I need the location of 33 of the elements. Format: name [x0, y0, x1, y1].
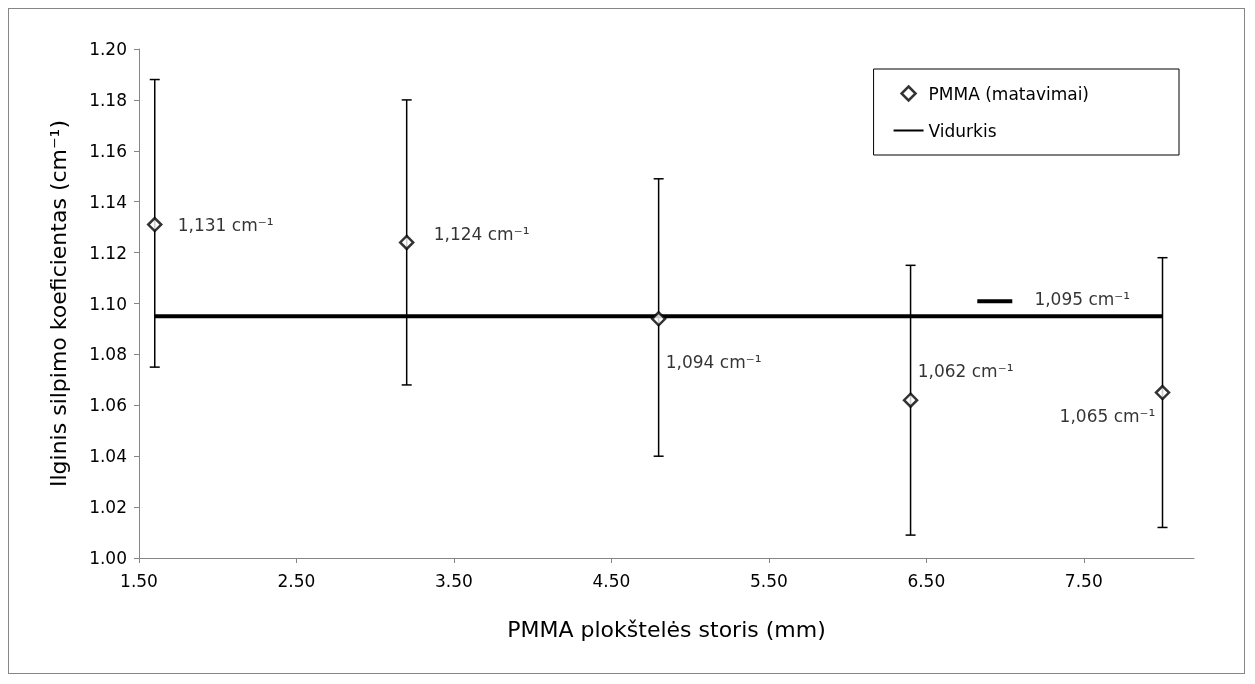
y-tick-label: 1.02	[89, 497, 127, 518]
annotation: 1,062 cm⁻¹	[917, 360, 1014, 381]
y-tick-label: 1.18	[89, 89, 127, 110]
x-tick-label: 7.50	[1064, 570, 1103, 591]
x-tick-label: 1.50	[120, 570, 158, 591]
y-tick-label: 1.10	[89, 293, 127, 314]
annotation: 1,094 cm⁻¹	[665, 352, 762, 373]
y-tick-label: 1.20	[89, 39, 127, 59]
point	[398, 234, 415, 251]
point	[650, 311, 667, 327]
y-tick-label: 1.04	[89, 446, 127, 467]
annotation: 1,124 cm⁻¹	[433, 224, 530, 245]
point	[1154, 384, 1171, 401]
annotation: 1,095 cm⁻¹	[1034, 288, 1131, 309]
point	[902, 392, 919, 408]
annotation: 1,065 cm⁻¹	[1059, 406, 1156, 427]
x-tick-label: 6.50	[907, 570, 946, 591]
y-axis-title: Ilginis silpimo koeficientas (cm⁻¹)	[45, 119, 71, 488]
y-tick-label: 1.14	[89, 191, 127, 212]
y-tick-label: 1.12	[89, 242, 127, 263]
x-tick-label: 2.50	[277, 570, 316, 591]
x-tick-label: 3.50	[435, 570, 473, 591]
y-tick-label: 1.00	[89, 548, 127, 568]
x-axis-title: PMMA plokštelės storis (mm)	[507, 616, 826, 642]
annotation: 1,131 cm⁻¹	[177, 214, 274, 235]
legend-label: PMMA (matavimai)	[928, 83, 1090, 104]
legend-label: Vidurkis	[928, 120, 997, 141]
y-tick-label: 1.16	[89, 140, 127, 161]
point	[147, 216, 163, 233]
y-tick-label: 1.08	[89, 344, 127, 365]
x-tick-label: 5.50	[749, 570, 788, 591]
x-tick-label: 4.50	[592, 570, 631, 591]
y-tick-label: 1.06	[89, 395, 127, 416]
